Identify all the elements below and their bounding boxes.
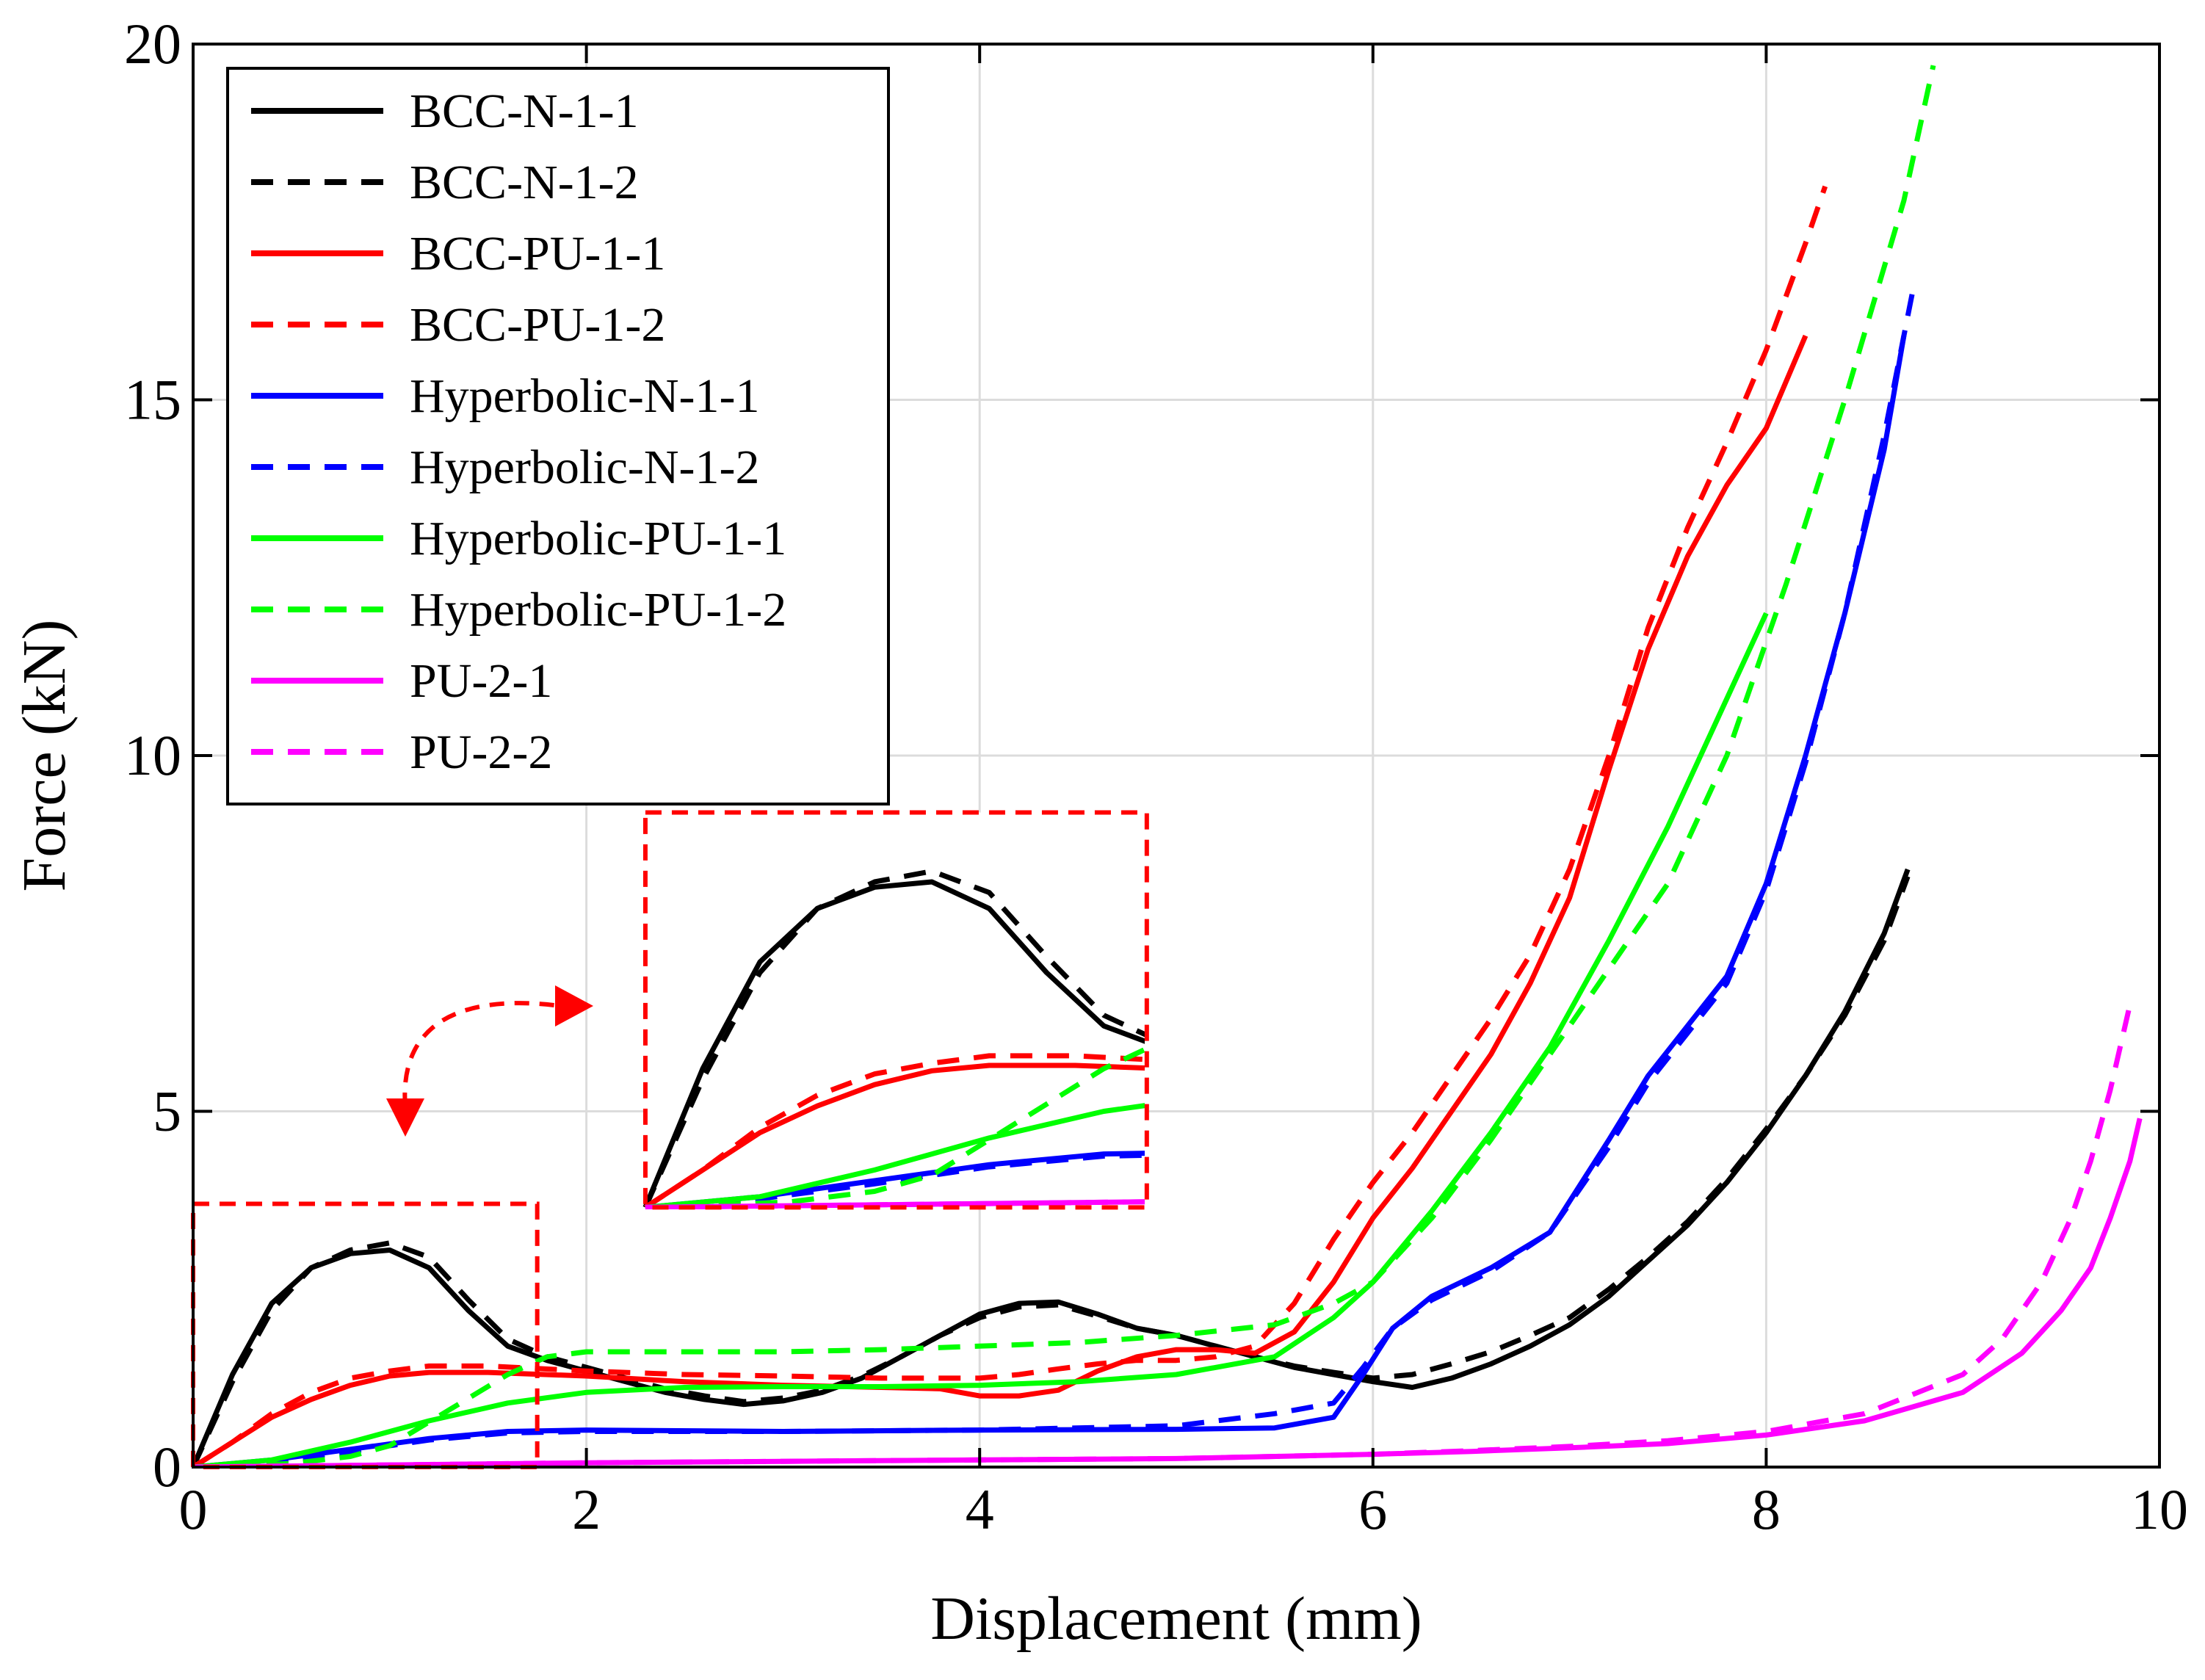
zoom-link-arrow bbox=[402, 1001, 561, 1108]
series-line-BCC-PU-1-1 bbox=[193, 334, 1808, 1467]
y-axis-title: Force (kN) bbox=[10, 620, 79, 892]
series-line-BCC-N-1-2 bbox=[193, 875, 1911, 1467]
x-tick-label: 2 bbox=[572, 1477, 601, 1541]
inset-line-Hyperbolic-N-1-2 bbox=[645, 1152, 1145, 1209]
inset-line-Hyperbolic-PU-1-1 bbox=[645, 1103, 1145, 1209]
series-line-BCC-PU-1-2 bbox=[193, 185, 1828, 1467]
x-axis-title: Displacement (mm) bbox=[930, 1585, 1422, 1653]
axes: 0 2 4 6 8 10 0 5 10 15 20 bbox=[124, 12, 2188, 1541]
x-tick-label: 0 bbox=[179, 1477, 208, 1541]
inset-line-BCC-N-1-2 bbox=[642, 869, 1145, 1209]
y-tick-label: 0 bbox=[153, 1435, 181, 1499]
y-tick-label: 5 bbox=[153, 1079, 181, 1143]
x-tick-label: 6 bbox=[1358, 1477, 1387, 1541]
arrowhead-right bbox=[555, 985, 593, 1027]
inset-line-BCC-PU-1-1 bbox=[643, 1062, 1145, 1209]
series-line-BCC-N-1-1 bbox=[193, 868, 1911, 1467]
series-line-PU-2-2 bbox=[193, 1004, 2133, 1467]
x-tick-label: 10 bbox=[2131, 1477, 2188, 1541]
x-tick-label: 8 bbox=[1752, 1477, 1781, 1541]
legend-label: BCC-N-1-1 bbox=[410, 84, 639, 138]
arrowhead-down bbox=[386, 1098, 424, 1137]
inset-line-Hyperbolic-PU-1-2 bbox=[645, 1046, 1145, 1209]
legend-label: PU-2-1 bbox=[410, 654, 552, 708]
legend-label: Hyperbolic-PU-1-2 bbox=[410, 583, 786, 637]
legend-label: BCC-N-1-2 bbox=[410, 156, 639, 209]
legend-label: BCC-PU-1-1 bbox=[410, 227, 665, 280]
legend-label: Hyperbolic-N-1-2 bbox=[410, 441, 760, 494]
series-line-Hyperbolic-PU-1-2 bbox=[193, 65, 1936, 1467]
inset-line-BCC-N-1-1 bbox=[642, 879, 1145, 1209]
inset-series bbox=[642, 869, 1145, 1209]
y-tick-label: 20 bbox=[124, 12, 181, 76]
inset-box bbox=[642, 810, 1149, 1210]
y-tick-label: 10 bbox=[124, 723, 181, 787]
legend-label: PU-2-2 bbox=[410, 725, 552, 779]
legend-label: BCC-PU-1-2 bbox=[410, 298, 665, 352]
legend-label: Hyperbolic-PU-1-1 bbox=[410, 512, 786, 565]
legend: BCC-N-1-1 BCC-N-1-2 BCC-PU-1-1 BCC-PU-1-2 Hy… bbox=[226, 67, 890, 805]
legend-label: Hyperbolic-N-1-1 bbox=[410, 369, 760, 423]
x-tick-label: 4 bbox=[966, 1477, 994, 1541]
y-tick-label: 15 bbox=[124, 368, 181, 432]
series-lines bbox=[193, 65, 2143, 1467]
inset-background bbox=[645, 812, 1147, 1208]
series-line-Hyperbolic-PU-1-1 bbox=[193, 612, 1769, 1467]
